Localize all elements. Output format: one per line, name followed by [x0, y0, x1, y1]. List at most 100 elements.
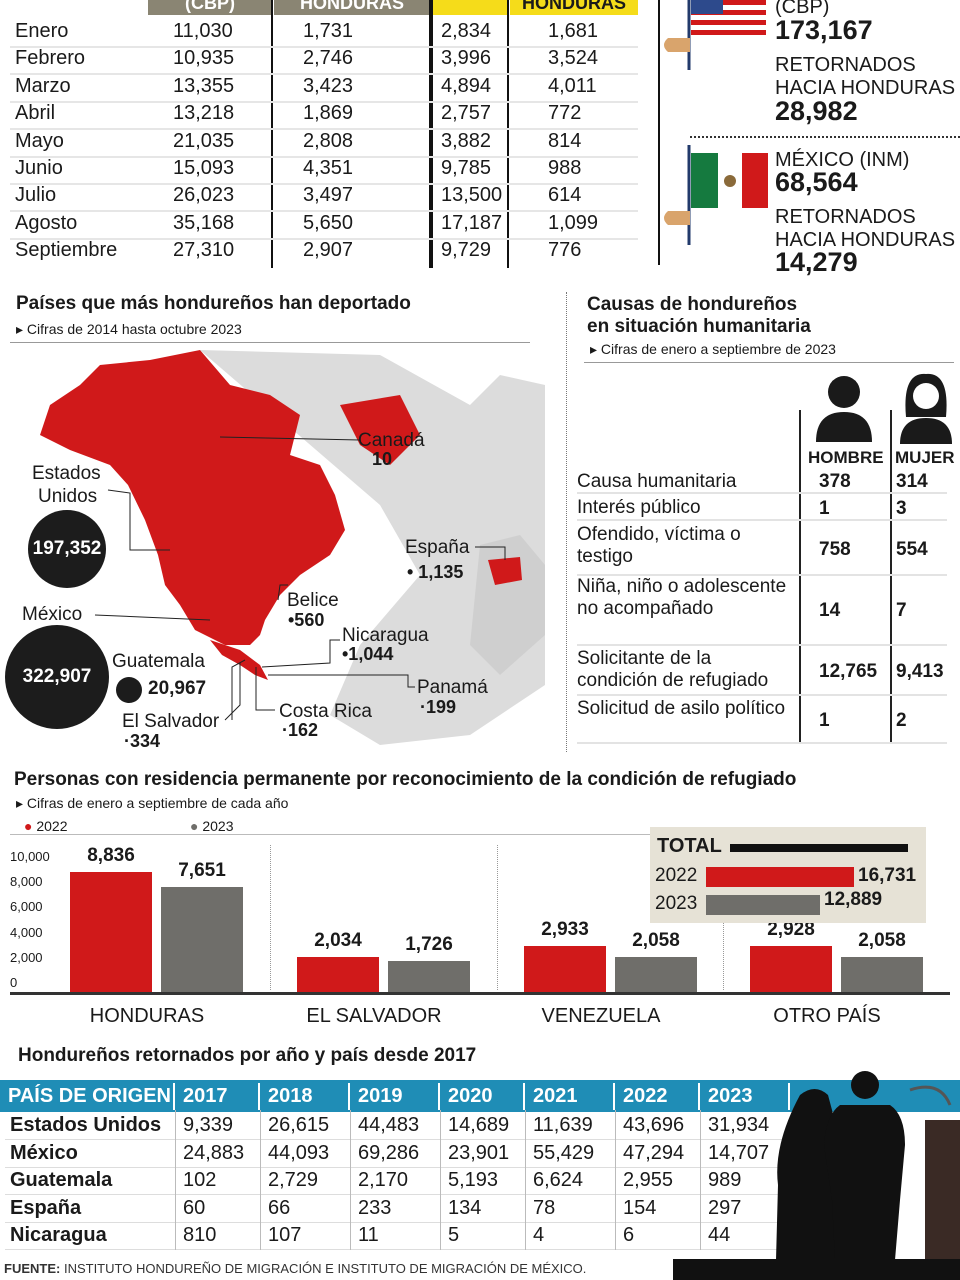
cause-label: Niña, niño o adolescente no acompañado — [577, 576, 787, 619]
bar-2023 — [388, 961, 470, 993]
legend-2023: ● 2023 — [190, 818, 234, 834]
us-flag-icon — [664, 0, 766, 70]
table-cell: 297 — [708, 1196, 742, 1219]
footer-source: INSTITUTO HONDUREÑO DE MIGRACIÓN E INSTI… — [60, 1261, 587, 1276]
label-costa-rica: Costa Rica — [279, 701, 372, 722]
separator — [270, 845, 271, 990]
row-divider — [5, 1221, 790, 1223]
table-cell: 102 — [183, 1169, 217, 1192]
divider — [507, 0, 509, 268]
bar-2023 — [161, 886, 243, 993]
deportation-map — [40, 350, 545, 745]
cause-label: Solicitud de asilo político — [577, 698, 786, 719]
label-canada: Canadá — [358, 430, 425, 451]
row-divider — [10, 237, 638, 240]
value-panama: ·199 — [420, 697, 457, 717]
table-cell: 13,218 — [173, 102, 235, 125]
col-men: HOMBRE — [808, 448, 884, 467]
month-label: Enero — [15, 20, 69, 42]
column-header: 2023 — [700, 1083, 790, 1110]
column-header: 2020 — [440, 1083, 525, 1110]
divider — [799, 410, 801, 742]
bubble-guatemala — [116, 677, 142, 703]
table-cell: 810 — [183, 1224, 217, 1247]
table-cell: 21,035 — [173, 129, 235, 152]
row-divider — [10, 183, 638, 185]
data-label: 2,058 — [632, 930, 680, 952]
returned-title: Hondureños retornados por año y país des… — [18, 1045, 477, 1066]
table-cell: 1,099 — [548, 211, 599, 234]
column-divider — [260, 1110, 261, 1250]
table-cell: 154 — [623, 1196, 657, 1219]
y-tick-label: 8,000 — [10, 874, 43, 890]
y-tick-label: 2,000 — [10, 949, 43, 965]
table-cell: 1,869 — [303, 102, 354, 125]
data-label: 2,058 — [858, 930, 906, 952]
row-divider — [5, 1166, 790, 1168]
value-belize: •560 — [288, 610, 325, 630]
value-women: 9,413 — [896, 661, 944, 682]
table-cell: 9,339 — [183, 1114, 234, 1136]
table-cell: 55,429 — [533, 1141, 595, 1164]
label-panama: Panamá — [417, 677, 488, 698]
month-label: Septiembre — [15, 239, 118, 262]
cause-label: Interés público — [577, 497, 701, 518]
humanitarian-title-1: Causas de hondureños — [587, 294, 798, 315]
divider — [10, 834, 925, 835]
humanitarian-subtitle: ▸ Cifras de enero a septiembre de 2023 — [590, 341, 836, 357]
table-cell: 614 — [548, 184, 582, 207]
table-cell: 47,294 — [623, 1141, 685, 1164]
table-cell: 24,883 — [183, 1141, 245, 1164]
legend-label: 2022 — [36, 818, 68, 834]
north-america-red — [40, 350, 345, 645]
label-el-salvador: El Salvador — [122, 711, 220, 732]
value-men: 1 — [819, 498, 830, 519]
us-label: (CBP) — [775, 0, 830, 18]
label-guatemala: Guatemala — [112, 651, 205, 672]
us-returned-label-2: HACIA HONDURAS — [775, 77, 956, 99]
table-cell: 814 — [548, 129, 582, 152]
table-cell: 989 — [708, 1169, 742, 1192]
map-subtitle: ▸ Cifras de 2014 hasta octubre 2023 — [16, 321, 242, 337]
table-cell: 9,729 — [441, 239, 492, 262]
cause-label: Solicitante de la condición de refugiado — [577, 648, 769, 691]
table-cell: 2,170 — [358, 1169, 409, 1192]
table-cell: 15,093 — [173, 157, 235, 179]
row-divider — [5, 1139, 790, 1140]
value-men: 12,765 — [819, 661, 878, 682]
label-usa-2: Unidos — [38, 486, 98, 507]
category-label: EL SALVADOR — [306, 1005, 442, 1027]
data-label: 2,928 — [767, 919, 815, 941]
cause-label: Causa humanitaria — [577, 471, 737, 492]
table-row: Causa humanitaria — [577, 470, 947, 494]
column-header: 2019 — [350, 1083, 440, 1110]
totals-title: TOTAL — [657, 835, 722, 857]
table-cell: 3,423 — [303, 74, 354, 97]
row-divider — [10, 100, 638, 103]
us-returned: 28,982 — [775, 96, 858, 126]
footer: FUENTE: INSTITUTO HONDUREÑO DE MIGRACIÓN… — [0, 1261, 960, 1280]
data-label: 2,034 — [314, 930, 362, 952]
value-canada: 10 — [372, 449, 393, 469]
column-header: 2022 — [615, 1083, 700, 1110]
label-usa-1: Estados — [32, 463, 101, 484]
table-cell: 233 — [358, 1196, 392, 1219]
totals-year: 2023 — [655, 893, 698, 914]
value-women: 2 — [896, 710, 907, 731]
month-label: Mayo — [15, 129, 64, 152]
table-cell: 2,746 — [303, 47, 354, 70]
legend-label: 2023 — [202, 818, 234, 834]
row-divider — [10, 155, 638, 158]
bubble-mexico: 322,907 — [5, 625, 109, 729]
table-cell: 69,286 — [358, 1141, 420, 1164]
column-header: 2017 — [175, 1083, 260, 1110]
label-spain: España — [405, 537, 470, 558]
value-women: 7 — [896, 600, 907, 621]
table-cell: 13,355 — [173, 74, 235, 97]
row-divider — [5, 1194, 790, 1196]
y-tick-label: 6,000 — [10, 899, 43, 915]
totals-bar — [706, 895, 820, 915]
table-cell: 78 — [533, 1196, 556, 1219]
table-cell: 4,011 — [548, 74, 597, 97]
value-men: 1 — [819, 710, 830, 731]
